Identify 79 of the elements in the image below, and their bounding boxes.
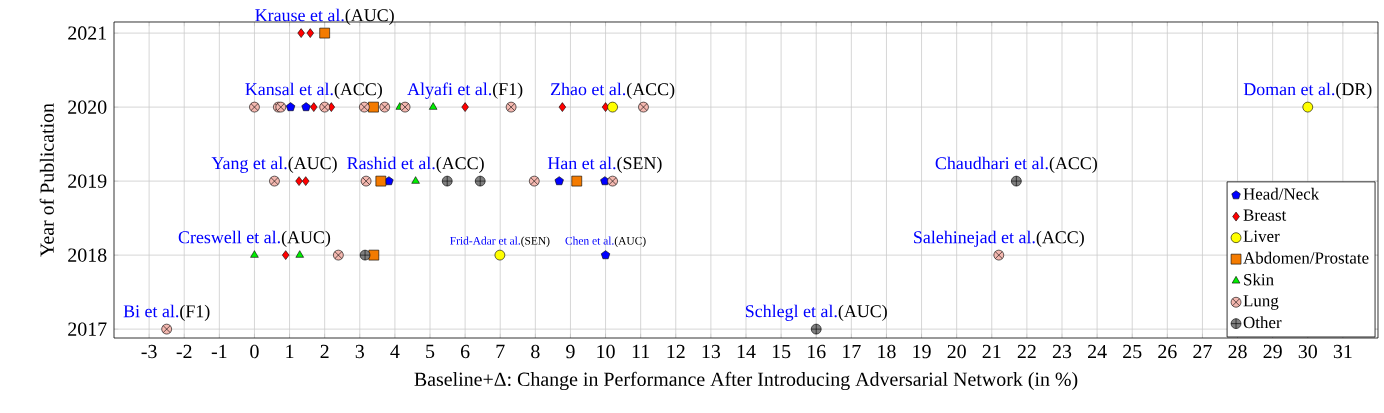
x-tick-label: 1: [286, 344, 294, 358]
x-tick-label: 27: [1193, 344, 1212, 359]
x-tick-label: 25: [1123, 344, 1142, 359]
x-tick-label: 6: [460, 344, 470, 359]
x-tick-label: 28: [1228, 344, 1247, 359]
x-tick-label: 3: [355, 344, 364, 359]
annotation: Chen et al.: [565, 236, 614, 245]
legend-label: Other: [1243, 316, 1282, 329]
x-tick-label: 2: [320, 344, 329, 359]
x-tick-label: 23: [1052, 344, 1072, 359]
annotation: (DR): [1336, 82, 1372, 99]
x-tick-label: 21: [982, 344, 1001, 359]
y-tick-label: 2020: [68, 100, 107, 114]
x-tick-label: -3: [141, 344, 157, 359]
x-tick-label: 30: [1298, 344, 1317, 359]
x-tick-label: 20: [947, 344, 966, 359]
annotation: (ACC): [1036, 230, 1084, 247]
x-tick-label: 17: [843, 344, 861, 358]
x-tick-label: -2: [176, 344, 192, 359]
annotation: Doman et al.: [1243, 82, 1335, 96]
legend-label: Abdomen/Prostate: [1243, 251, 1369, 264]
annotation: Krause et al.: [255, 8, 344, 22]
x-axis-title: Baseline+Δ: Change in Performance After Introducing Adversarial Network (in %): [414, 371, 1078, 391]
x-tick-label: 10: [597, 344, 615, 359]
annotation: Creswell et al.: [178, 230, 280, 244]
annotation: (AUC): [288, 156, 337, 173]
x-tick-label: 31: [1333, 344, 1352, 359]
annotation: (F1): [493, 82, 523, 99]
x-tick-label: 0: [250, 344, 259, 359]
annotation: Bi et al.: [123, 304, 179, 318]
x-tick-label: 18: [878, 344, 896, 359]
annotation: (ACC): [627, 82, 675, 99]
x-tick-label: 4: [390, 344, 400, 358]
legend-label: Skin: [1244, 273, 1274, 286]
annotation: Yang et al.: [211, 156, 287, 173]
x-tick-label: 16: [808, 344, 826, 359]
legend-label: Head/Neck: [1243, 187, 1320, 200]
x-tick-label: -1: [211, 344, 227, 358]
x-tick-label: 29: [1263, 344, 1282, 359]
x-tick-label: 15: [772, 344, 791, 359]
annotation: Kansal et al.: [245, 82, 333, 96]
y-tick-label: 2021: [68, 26, 106, 40]
annotation: (SEN): [521, 236, 550, 247]
annotation: (AUC): [281, 230, 331, 247]
x-tick-label: 19: [913, 344, 931, 359]
x-tick-label: 9: [566, 344, 575, 359]
x-tick-label: 11: [632, 344, 650, 358]
y-tick-label: 2018: [68, 248, 107, 262]
annotation: Zhao et al.: [550, 82, 626, 96]
x-tick-label: 14: [737, 344, 756, 358]
annotation: Chaudhari et al.: [935, 156, 1048, 170]
y-tick-label: 2017: [68, 322, 107, 336]
annotation: Han et al.: [547, 156, 616, 170]
annotation: Frid-Adar et al.: [450, 236, 520, 245]
x-tick-label: 22: [1017, 344, 1036, 359]
annotation: Rashid et al.: [347, 156, 435, 170]
annotation: (SEN): [617, 156, 662, 173]
annotation: Schlegl et al.: [745, 304, 837, 321]
y-tick-label: 2019: [68, 174, 107, 188]
x-tick-label: 12: [667, 344, 685, 359]
x-tick-label: 5: [426, 344, 435, 359]
annotation: (AUC): [838, 304, 887, 321]
x-tick-label: 13: [702, 344, 721, 359]
annotation: (F1): [180, 304, 210, 321]
legend-label: Lung: [1243, 295, 1279, 310]
annotation: (AUC): [345, 8, 394, 25]
legend-label: Breast: [1243, 209, 1287, 221]
annotation: (AUC): [614, 236, 646, 247]
annotation: (ACC): [334, 82, 382, 99]
annotation: (ACC): [1049, 156, 1097, 173]
annotation: Salehinejad et al.: [914, 230, 1035, 247]
y-axis-title: Year of Publication: [39, 103, 54, 257]
annotation: (ACC): [436, 156, 484, 173]
x-tick-label: 8: [531, 344, 540, 359]
x-tick-label: 26: [1158, 344, 1177, 359]
x-tick-label: 24: [1088, 344, 1107, 359]
x-tick-label: 7: [496, 344, 505, 358]
legend-label: Liver: [1243, 230, 1280, 242]
annotation: Alyafi et al.: [407, 82, 492, 99]
